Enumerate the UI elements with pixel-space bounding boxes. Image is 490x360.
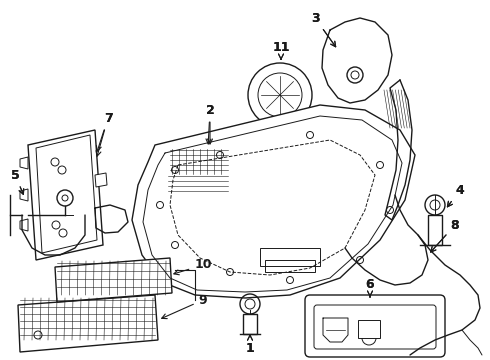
Polygon shape bbox=[95, 173, 107, 187]
Polygon shape bbox=[162, 144, 236, 195]
Text: 6: 6 bbox=[366, 279, 374, 297]
Polygon shape bbox=[20, 189, 28, 201]
Text: 7: 7 bbox=[97, 112, 112, 151]
Polygon shape bbox=[132, 105, 415, 298]
Text: 4: 4 bbox=[447, 184, 465, 207]
Text: 5: 5 bbox=[11, 168, 24, 194]
Polygon shape bbox=[36, 135, 97, 253]
Polygon shape bbox=[18, 295, 158, 352]
Text: 11: 11 bbox=[272, 41, 290, 59]
Text: 1: 1 bbox=[245, 335, 254, 355]
Text: 4: 4 bbox=[447, 184, 465, 207]
Polygon shape bbox=[20, 157, 28, 169]
Polygon shape bbox=[28, 130, 103, 260]
Text: 3: 3 bbox=[311, 12, 336, 47]
Text: 6: 6 bbox=[366, 279, 374, 297]
Text: 11: 11 bbox=[272, 41, 290, 59]
Text: 8: 8 bbox=[431, 219, 459, 252]
Text: 5: 5 bbox=[11, 168, 24, 194]
Text: 10: 10 bbox=[174, 258, 212, 275]
Bar bbox=[260, 248, 320, 266]
Text: 2: 2 bbox=[206, 104, 215, 144]
Polygon shape bbox=[55, 258, 172, 302]
Text: 2: 2 bbox=[206, 104, 215, 144]
Text: 3: 3 bbox=[311, 12, 336, 47]
Bar bbox=[428, 215, 442, 245]
Bar bbox=[358, 320, 380, 338]
FancyBboxPatch shape bbox=[305, 295, 445, 357]
Text: 8: 8 bbox=[431, 219, 459, 252]
Text: 9: 9 bbox=[162, 293, 207, 319]
Text: 7: 7 bbox=[96, 112, 112, 156]
Bar bbox=[265, 260, 315, 272]
Bar bbox=[243, 314, 257, 334]
Polygon shape bbox=[20, 219, 28, 231]
Text: 1: 1 bbox=[245, 335, 254, 355]
